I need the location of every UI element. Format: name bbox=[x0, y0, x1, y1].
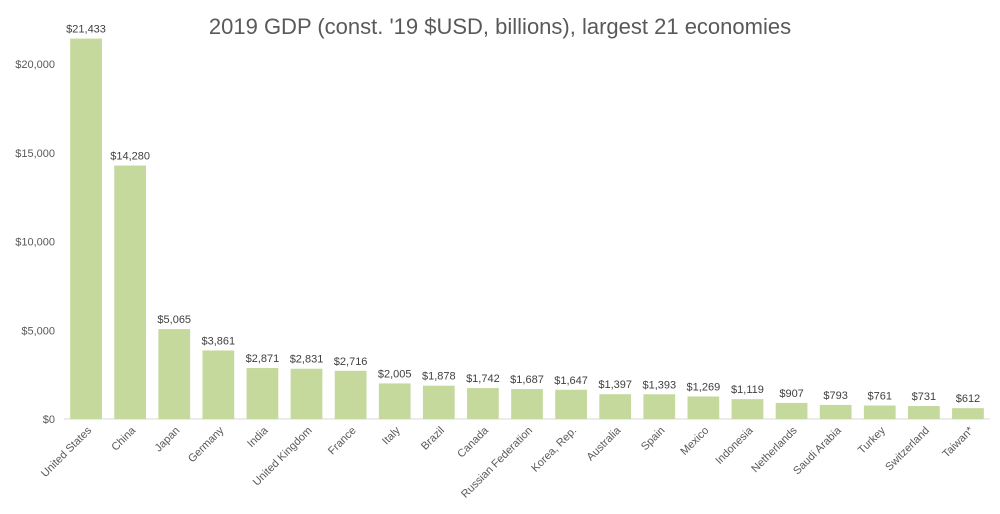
bar bbox=[467, 388, 499, 419]
bar bbox=[70, 38, 102, 420]
x-tick-label: Saudi Arabia bbox=[791, 424, 844, 477]
data-label: $761 bbox=[868, 390, 892, 402]
x-tick-label: Spain bbox=[639, 425, 667, 453]
y-tick-label: $10,000 bbox=[15, 237, 55, 249]
x-tick-label: Brazil bbox=[419, 425, 447, 453]
x-tick-label: Italy bbox=[380, 424, 403, 447]
x-tick-label: Taiwan* bbox=[940, 424, 976, 460]
chart-title: 2019 GDP (const. '19 $USD, billions), la… bbox=[208, 14, 792, 39]
bar bbox=[422, 385, 455, 419]
x-tick-label: Germany bbox=[186, 424, 227, 465]
data-label: $1,647 bbox=[554, 375, 588, 387]
y-tick-label: $5,000 bbox=[21, 325, 55, 337]
data-label: $612 bbox=[956, 393, 980, 405]
x-tick-label: China bbox=[109, 424, 138, 453]
bar bbox=[334, 370, 367, 419]
x-tick-label: Switzerland bbox=[883, 425, 932, 474]
data-label: $3,861 bbox=[202, 335, 236, 347]
data-label: $1,878 bbox=[422, 371, 456, 383]
data-label: $21,433 bbox=[66, 24, 106, 36]
x-tick-label: Turkey bbox=[856, 424, 888, 456]
data-label: $2,831 bbox=[290, 354, 324, 366]
bar bbox=[907, 406, 940, 419]
x-tick-label: Canada bbox=[455, 424, 491, 460]
data-label: $1,397 bbox=[598, 379, 632, 391]
data-label: $1,687 bbox=[510, 374, 544, 386]
y-tick-label: $15,000 bbox=[15, 148, 55, 160]
data-label: $1,119 bbox=[731, 384, 764, 396]
bar bbox=[599, 394, 632, 419]
data-label: $2,005 bbox=[378, 368, 412, 380]
x-tick-label: Indonesia bbox=[713, 424, 756, 467]
data-label: $1,393 bbox=[642, 379, 676, 391]
y-tick-label: $0 bbox=[43, 414, 55, 426]
y-tick-label: $20,000 bbox=[15, 59, 55, 71]
x-tick-label: Australia bbox=[585, 424, 624, 463]
bar bbox=[202, 350, 235, 419]
x-tick-label: United States bbox=[39, 424, 95, 480]
bar bbox=[114, 165, 147, 419]
bar bbox=[731, 399, 764, 419]
bar bbox=[378, 383, 411, 419]
bar bbox=[775, 402, 808, 419]
bar bbox=[687, 396, 720, 419]
data-label: $1,269 bbox=[687, 381, 721, 393]
bar bbox=[952, 408, 984, 419]
x-tick-label: India bbox=[245, 424, 271, 450]
data-label: $907 bbox=[779, 388, 803, 400]
data-label: $5,065 bbox=[157, 314, 191, 326]
bar bbox=[290, 368, 323, 419]
bar bbox=[246, 368, 279, 419]
bar bbox=[643, 394, 676, 419]
data-label: $14,280 bbox=[110, 151, 150, 163]
x-tick-label: Mexico bbox=[678, 425, 711, 458]
data-label: $731 bbox=[912, 391, 936, 403]
bar bbox=[555, 389, 587, 419]
x-tick-label: Japan bbox=[153, 425, 183, 455]
bar bbox=[158, 329, 191, 419]
bar bbox=[819, 404, 852, 419]
data-label: $2,871 bbox=[246, 353, 280, 365]
x-tick-label: Korea, Rep. bbox=[529, 425, 579, 475]
x-tick-label: France bbox=[326, 425, 359, 458]
bar bbox=[511, 389, 543, 419]
bar bbox=[863, 405, 896, 419]
data-label: $793 bbox=[823, 390, 847, 402]
data-label: $1,742 bbox=[466, 373, 500, 385]
data-label: $2,716 bbox=[334, 356, 368, 368]
